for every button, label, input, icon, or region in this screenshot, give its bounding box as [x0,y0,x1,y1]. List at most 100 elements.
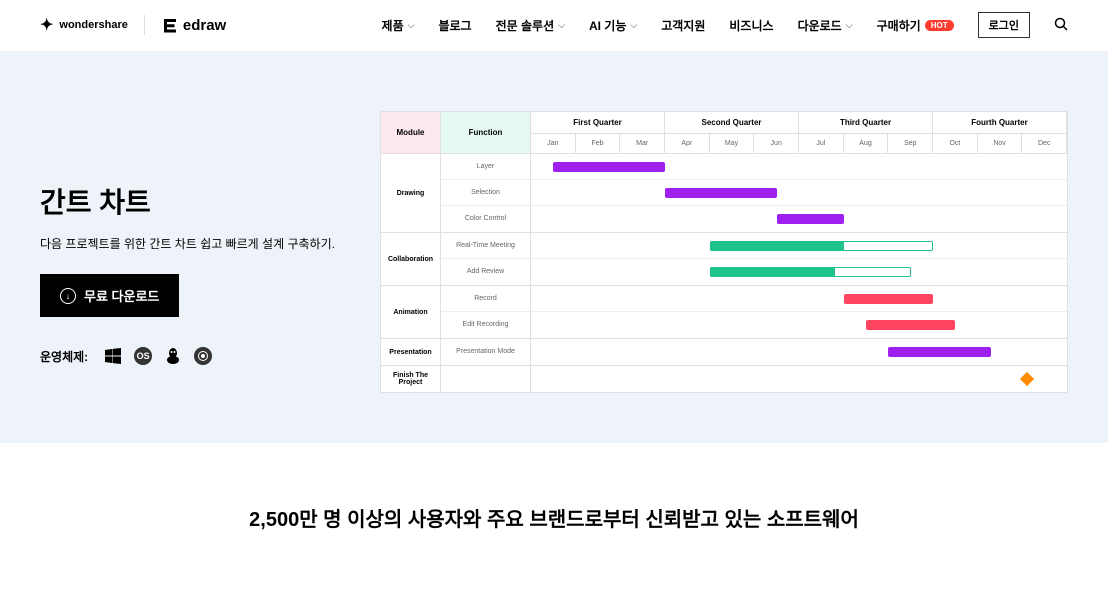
nav-label: 고객지원 [661,17,705,34]
gantt-module-label: Collaboration [381,233,441,285]
gantt-function-label: Real-Time Meeting [441,233,530,259]
gantt-timeline [531,154,1067,232]
gantt-track [531,154,1067,180]
login-button[interactable]: 로그인 [978,12,1030,38]
gantt-header-function: Function [441,112,531,153]
gantt-month: Mar [620,134,665,153]
gantt-bar [710,241,844,251]
gantt-function-label: Layer [441,154,530,180]
chevron-down-icon: ⌵ [558,20,565,31]
gantt-bar [777,214,844,224]
gantt-module-row: CollaborationReal-Time MeetingAdd Review [381,232,1067,285]
nav-item-3[interactable]: AI 기능 ⌵ [589,17,637,34]
logo-divider [144,15,145,35]
os-row: 운영체제: OS [40,347,340,365]
download-button[interactable]: ↓ 무료 다운로드 [40,274,179,317]
macos-icon[interactable]: OS [134,347,152,365]
nav-item-7[interactable]: 구매하기 HOT [877,17,954,34]
main-nav: 제품⌵블로그전문 솔루션⌵AI 기능⌵고객지원비즈니스다운로드⌵구매하기HOT로… [382,12,1068,38]
gantt-month: Aug [844,134,889,153]
nav-label: 전문 솔루션 [496,17,555,34]
gantt-track [531,180,1067,206]
gantt-module-label: Finish The Project [381,366,441,392]
gantt-module-row: AnimationRecordEdit Recording [381,285,1067,338]
main-header: ✦ wondershare edraw 제품⌵블로그전문 솔루션⌵AI 기능⌵고… [0,0,1108,51]
gantt-month: Jun [754,134,799,153]
hot-badge: HOT [925,20,954,31]
chevron-down-icon: ⌵ [846,20,853,31]
nav-item-1[interactable]: 블로그 [438,17,471,34]
gantt-function-label: Edit Recording [441,312,530,337]
gantt-timeline [531,233,1067,285]
gantt-functions: RecordEdit Recording [441,286,531,338]
gantt-bar [665,188,777,198]
gantt-functions [441,366,531,392]
gantt-module-label: Drawing [381,154,441,232]
gantt-month: May [710,134,755,153]
hero-content: 간트 차트 다음 프로젝트를 위한 간트 차트 쉽고 빠르게 설계 구축하기. … [40,111,340,393]
trust-section: 2,500만 명 이상의 사용자와 주요 브랜드로부터 신뢰받고 있는 소프트웨… [0,443,1108,592]
gantt-milestone [1020,372,1034,386]
nav-item-5[interactable]: 비즈니스 [729,17,773,34]
web-icon[interactable] [194,347,212,365]
nav-item-2[interactable]: 전문 솔루션⌵ [496,17,565,34]
gantt-month: Jul [799,134,844,153]
gantt-track [531,286,1067,312]
gantt-bar [710,267,835,277]
gantt-month: Apr [665,134,710,153]
gantt-month: Feb [576,134,621,153]
gantt-month: Dec [1022,134,1067,153]
gantt-bar [866,320,955,330]
edraw-icon [161,16,179,34]
nav-label: 구매하기 [877,17,921,34]
gantt-functions: Real-Time MeetingAdd Review [441,233,531,285]
gantt-module-label: Presentation [381,339,441,365]
gantt-bar [888,347,991,357]
gantt-functions: Presentation Mode [441,339,531,365]
nav-label: AI 기능 [589,17,626,34]
hero-title: 간트 차트 [40,181,340,221]
gantt-bar [553,162,665,172]
nav-label: 비즈니스 [729,17,773,34]
trust-title: 2,500만 명 이상의 사용자와 주요 브랜드로부터 신뢰받고 있는 소프트웨… [40,503,1068,532]
nav-item-0[interactable]: 제품 ⌵ [382,17,415,34]
gantt-module-row: DrawingLayerSelectionColor Control [381,153,1067,232]
gantt-track [531,259,1067,285]
gantt-function-label: Record [441,286,530,312]
chevron-down-icon: ⌵ [408,20,415,31]
chevron-down-icon: ⌵ [630,20,637,31]
edraw-text: edraw [183,17,226,34]
gantt-chart-wrapper: ModuleFunctionFirst QuarterSecond Quarte… [380,111,1068,393]
gantt-bar [844,294,933,304]
gantt-track [531,366,1067,392]
gantt-track [531,312,1067,338]
gantt-quarter: Fourth Quarter [933,112,1067,133]
gantt-track [531,206,1067,232]
gantt-quarter: Second Quarter [665,112,799,133]
gantt-month: Sep [888,134,933,153]
gantt-track [531,233,1067,259]
windows-icon[interactable] [104,347,122,365]
gantt-function-label: Selection [441,180,530,206]
linux-icon[interactable] [164,347,182,365]
gantt-functions: LayerSelectionColor Control [441,154,531,232]
nav-item-6[interactable]: 다운로드⌵ [798,17,853,34]
nav-label: 제품 [382,17,404,34]
gantt-module-row: Finish The Project [381,365,1067,392]
gantt-month: Oct [933,134,978,153]
gantt-function-label: Add Review [441,259,530,284]
edraw-logo[interactable]: edraw [161,16,226,34]
gantt-timeline [531,339,1067,365]
hero-description: 다음 프로젝트를 위한 간트 차트 쉽고 빠르게 설계 구축하기. [40,235,340,254]
gantt-month: Nov [978,134,1023,153]
search-icon[interactable] [1054,17,1068,34]
gantt-module-label: Animation [381,286,441,338]
nav-item-4[interactable]: 고객지원 [661,17,705,34]
gantt-module-row: PresentationPresentation Mode [381,338,1067,365]
logo-group: ✦ wondershare edraw [40,15,226,35]
download-icon: ↓ [60,288,76,304]
gantt-header-module: Module [381,112,441,153]
gantt-track [531,339,1067,365]
wondershare-logo[interactable]: ✦ wondershare [40,15,128,35]
download-label: 무료 다운로드 [84,286,159,305]
